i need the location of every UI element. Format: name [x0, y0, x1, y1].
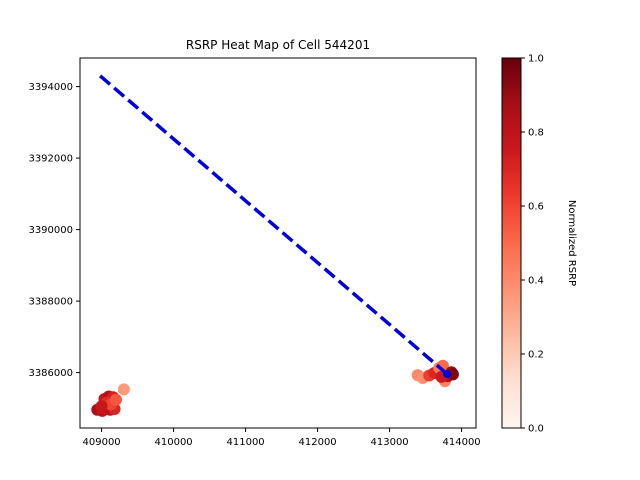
colorbar-tick-label: 0.6: [528, 202, 544, 213]
colorbar-tick-label: 1.0: [528, 54, 544, 65]
x-tick-label: 410000: [155, 437, 193, 448]
y-tick-label: 3386000: [28, 368, 73, 379]
x-tick-label: 411000: [227, 437, 265, 448]
cell-site-marker: [443, 370, 452, 379]
colorbar-tick-label: 0.0: [528, 424, 544, 435]
plot-frame: [79, 57, 477, 429]
chart-title: RSRP Heat Map of Cell 544201: [186, 38, 370, 52]
data-point: [95, 400, 108, 413]
colorbar-tick-label: 0.2: [528, 350, 544, 361]
colorbar-gradient: [501, 57, 522, 429]
plot-area: 409000 410000 411000 412000 413000 414000 338…: [28, 57, 481, 448]
y-tick-label: 3390000: [28, 225, 73, 236]
y-tick-label: 3388000: [28, 297, 73, 308]
x-tick-label: 413000: [371, 437, 409, 448]
y-axis: 3386000 3388000 3390000 3392000 3394000: [28, 82, 80, 379]
y-tick-label: 3392000: [28, 154, 73, 165]
y-tick-label: 3394000: [28, 82, 73, 93]
colorbar-tick-label: 0.8: [528, 128, 544, 139]
dashed-direction-line: [99, 74, 449, 376]
dashed-line-layer: [99, 74, 452, 379]
x-axis: 409000 410000 411000 412000 413000 414000: [83, 428, 481, 448]
colorbar-label: Normalized RSRP: [566, 200, 577, 286]
x-tick-label: 412000: [299, 437, 337, 448]
data-point: [117, 383, 130, 396]
x-tick-label: 409000: [83, 437, 121, 448]
colorbar-tick-label: 0.4: [528, 276, 544, 287]
colorbar-ticks: 0.0 0.2 0.4 0.6 0.8 1.0: [521, 54, 544, 435]
data-point: [110, 393, 122, 406]
scatter-points: [91, 359, 459, 417]
x-tick-label: 414000: [443, 437, 481, 448]
colorbar: 0.0 0.2 0.4 0.6 0.8 1.0 Normalized RSRP: [501, 54, 577, 435]
